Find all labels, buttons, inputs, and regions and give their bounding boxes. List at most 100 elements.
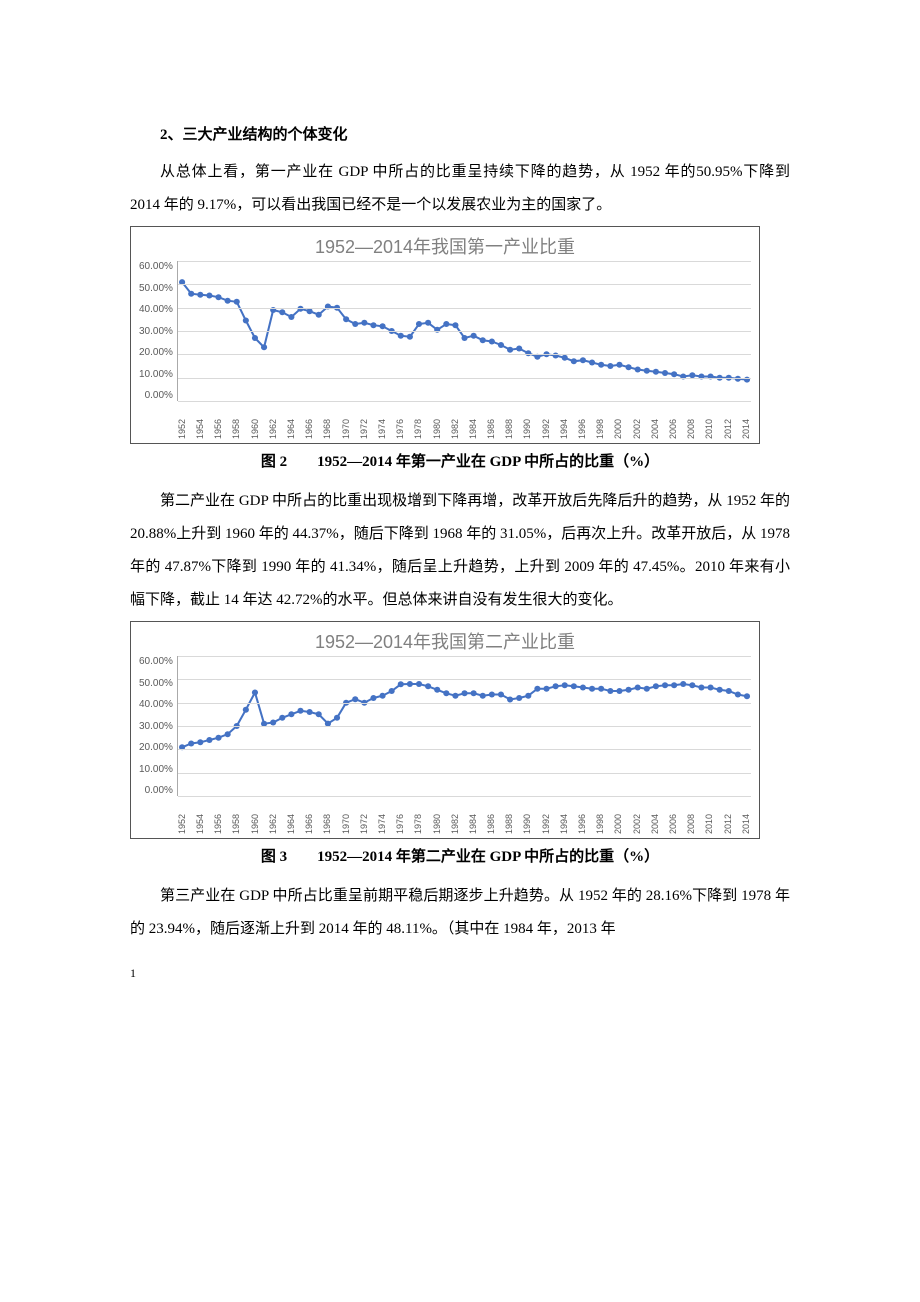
series-marker	[425, 683, 431, 689]
x-tick-label: 1972	[359, 403, 369, 439]
x-tick-label: 1976	[395, 798, 405, 834]
x-tick-label: 1994	[559, 798, 569, 834]
x-tick-label: 2006	[668, 403, 678, 439]
x-tick-label: 2014	[741, 403, 751, 439]
y-tick-label: 30.00%	[139, 721, 173, 732]
y-tick-label: 40.00%	[139, 304, 173, 315]
x-tick-label: 1962	[268, 403, 278, 439]
series-marker	[452, 322, 458, 328]
x-tick-label: 1968	[322, 798, 332, 834]
series-marker	[461, 690, 467, 696]
series-marker	[416, 321, 422, 327]
series-marker	[188, 291, 194, 297]
y-tick-label: 50.00%	[139, 283, 173, 294]
x-tick-label: 2002	[632, 798, 642, 834]
series-marker	[480, 693, 486, 699]
y-tick-label: 20.00%	[139, 742, 173, 753]
grid-line	[178, 749, 751, 750]
series-marker	[671, 682, 677, 688]
series-marker	[470, 333, 476, 339]
series-marker	[261, 344, 267, 350]
series-marker	[644, 686, 650, 692]
series-marker	[379, 323, 385, 329]
grid-line	[178, 726, 751, 727]
x-tick-label: 1970	[341, 403, 351, 439]
series-marker	[234, 299, 240, 305]
chart-1-plot	[177, 261, 751, 401]
x-tick-label: 1952	[177, 403, 187, 439]
series-marker	[680, 681, 686, 687]
series-marker	[671, 371, 677, 377]
series-marker	[316, 711, 322, 717]
series-marker	[443, 321, 449, 327]
x-tick-label: 1992	[541, 798, 551, 834]
series-marker	[726, 688, 732, 694]
x-tick-label: 1980	[432, 798, 442, 834]
series-marker	[389, 688, 395, 694]
series-marker	[525, 693, 531, 699]
series-marker	[607, 688, 613, 694]
series-marker	[489, 339, 495, 345]
series-marker	[252, 690, 258, 696]
x-tick-label: 1972	[359, 798, 369, 834]
series-marker	[224, 731, 230, 737]
series-marker	[352, 696, 358, 702]
series-marker	[589, 360, 595, 366]
y-tick-label: 60.00%	[139, 261, 173, 272]
x-tick-label: 1968	[322, 403, 332, 439]
series-marker	[398, 681, 404, 687]
y-tick-label: 20.00%	[139, 347, 173, 358]
chart-1-x-axis: 1952195419561958196019621964196619681970…	[177, 401, 751, 439]
series-marker	[288, 711, 294, 717]
series-marker	[306, 308, 312, 314]
series-marker	[744, 693, 750, 699]
y-tick-label: 0.00%	[139, 785, 173, 796]
grid-line	[178, 773, 751, 774]
series-marker	[407, 334, 413, 340]
x-tick-label: 1984	[468, 798, 478, 834]
x-tick-label: 1984	[468, 403, 478, 439]
section-heading: 2、三大产业结构的个体变化	[130, 120, 790, 150]
series-marker	[452, 693, 458, 699]
series-marker	[215, 294, 221, 300]
series-marker	[635, 367, 641, 373]
x-tick-label: 1988	[504, 798, 514, 834]
x-tick-label: 1974	[377, 798, 387, 834]
series-marker	[498, 692, 504, 698]
x-tick-label: 1958	[231, 798, 241, 834]
x-tick-label: 1964	[286, 403, 296, 439]
series-marker	[625, 364, 631, 370]
series-marker	[616, 362, 622, 368]
series-marker	[279, 715, 285, 721]
series-marker	[297, 708, 303, 714]
x-tick-label: 1960	[250, 403, 260, 439]
series-marker	[507, 347, 513, 353]
x-tick-label: 2010	[704, 798, 714, 834]
chart-1-caption: 图 2 1952—2014 年第一产业在 GDP 中所占的比重（%）	[130, 450, 790, 471]
series-marker	[580, 685, 586, 691]
x-tick-label: 2012	[723, 798, 733, 834]
series-marker	[598, 362, 604, 368]
grid-line	[178, 401, 751, 402]
chart-2-title: 1952—2014年我国第二产业比重	[139, 628, 751, 654]
series-marker	[434, 687, 440, 693]
series-marker	[252, 335, 258, 341]
chart-1-title: 1952—2014年我国第一产业比重	[139, 233, 751, 259]
chart-2-plot	[177, 656, 751, 796]
series-marker	[288, 314, 294, 320]
series-marker	[735, 692, 741, 698]
x-tick-label: 2000	[613, 798, 623, 834]
y-tick-label: 40.00%	[139, 699, 173, 710]
x-tick-label: 1996	[577, 403, 587, 439]
grid-line	[178, 308, 751, 309]
series-marker	[516, 346, 522, 352]
series-marker	[507, 697, 513, 703]
x-tick-label: 1954	[195, 798, 205, 834]
series-marker	[625, 687, 631, 693]
series-marker	[306, 709, 312, 715]
chart-2-y-axis: 60.00%50.00%40.00%30.00%20.00%10.00%0.00…	[139, 656, 177, 796]
x-tick-label: 1982	[450, 403, 460, 439]
series-marker	[717, 687, 723, 693]
paragraph-1: 从总体上看，第一产业在 GDP 中所占的比重呈持续下降的趋势，从 1952 年的…	[130, 156, 790, 222]
y-tick-label: 10.00%	[139, 369, 173, 380]
